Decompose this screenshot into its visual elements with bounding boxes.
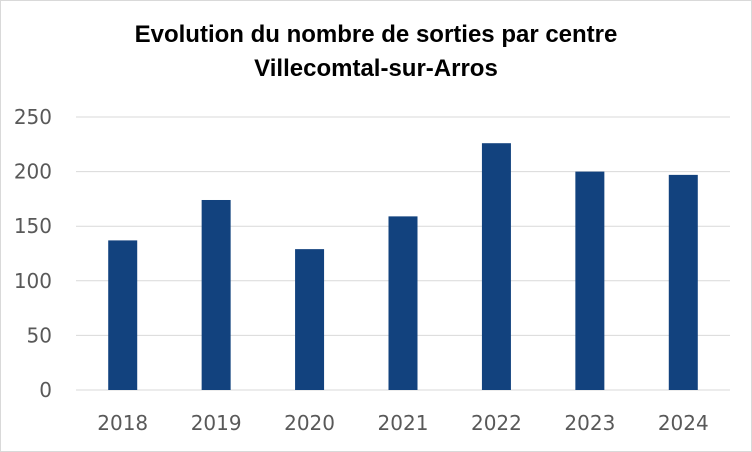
x-tick-label: 2018 bbox=[97, 411, 148, 435]
y-tick-label: 250 bbox=[14, 105, 52, 129]
x-tick-label: 2023 bbox=[564, 411, 615, 435]
y-tick-label: 100 bbox=[14, 269, 52, 293]
chart-title: Evolution du nombre de sorties par centr… bbox=[134, 21, 618, 48]
bar-2024 bbox=[668, 174, 698, 390]
y-tick-label: 50 bbox=[27, 323, 52, 347]
bar-2021 bbox=[388, 216, 418, 390]
y-tick-label: 200 bbox=[14, 160, 52, 184]
bar-2022 bbox=[481, 143, 511, 390]
chart-subtitle: Villecomtal-sur-Arros bbox=[254, 55, 498, 82]
x-tick-label: 2022 bbox=[471, 411, 522, 435]
x-tick-label: 2021 bbox=[378, 411, 429, 435]
y-tick-label: 150 bbox=[14, 214, 52, 238]
y-axis-ticks: 0 50 100 150 200 250 bbox=[14, 105, 52, 402]
x-tick-label: 2020 bbox=[284, 411, 335, 435]
bar-2019 bbox=[201, 199, 231, 390]
bars bbox=[108, 143, 698, 390]
x-tick-label: 2019 bbox=[191, 411, 242, 435]
bar-2018 bbox=[108, 240, 138, 390]
bar-2020 bbox=[295, 249, 325, 390]
y-tick-label: 0 bbox=[39, 378, 52, 402]
x-tick-label: 2024 bbox=[658, 411, 709, 435]
chart-title-block: Evolution du nombre de sorties par centr… bbox=[0, 18, 752, 86]
bar-2023 bbox=[575, 171, 605, 390]
x-axis-ticks: 2018 2019 2020 2021 2022 2023 2024 bbox=[97, 411, 708, 435]
